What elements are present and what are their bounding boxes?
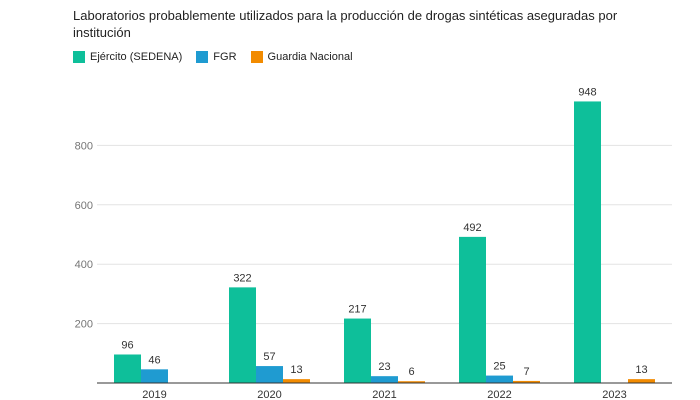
x-tick-label-2020: 2020 <box>257 389 281 400</box>
bar-fgr-2020 <box>256 366 283 383</box>
data-label-guardia-nacional-2021: 6 <box>408 366 414 378</box>
legend-swatch-fgr <box>196 51 209 63</box>
bar-guardia-nacional-2021 <box>398 381 425 383</box>
bar-fgr-2021 <box>371 376 398 383</box>
data-label-fgr-2021: 23 <box>378 361 390 373</box>
legend-label-sedena: Ejército (SEDENA) <box>90 51 183 63</box>
data-label-ej-rcito-sedena-2021: 217 <box>348 304 366 316</box>
data-label-guardia-nacional-2022: 7 <box>523 366 529 378</box>
y-tick-label-800: 800 <box>75 140 93 152</box>
legend-label-fgr: FGR <box>213 51 237 63</box>
legend-swatch-guardia-nacional <box>250 51 263 63</box>
legend-item-fgr: FGR <box>196 51 237 63</box>
bar-ej-rcito-sedena-2022 <box>459 236 486 383</box>
bar-guardia-nacional-2023 <box>628 379 655 383</box>
y-tick-label-600: 600 <box>75 200 93 212</box>
x-tick-label-2023: 2023 <box>602 389 626 400</box>
legend: Ejército (SEDENA) FGR Guardia Nacional <box>73 50 367 64</box>
data-label-fgr-2022: 25 <box>493 361 505 373</box>
data-label-fgr-2020: 57 <box>263 351 275 363</box>
legend-label-guardia-nacional: Guardia Nacional <box>267 51 353 63</box>
x-tick-label-2022: 2022 <box>487 389 511 400</box>
bar-fgr-2022 <box>486 375 513 383</box>
legend-swatch-sedena <box>73 51 85 63</box>
y-tick-label-400: 400 <box>75 259 93 271</box>
data-label-fgr-2019: 46 <box>148 354 160 366</box>
bar-ej-rcito-sedena-2020 <box>229 287 256 383</box>
bar-fgr-2019 <box>141 369 168 383</box>
data-label-guardia-nacional-2020: 13 <box>290 364 302 376</box>
y-tick-label-200: 200 <box>75 319 93 331</box>
bar-ej-rcito-sedena-2019 <box>114 354 141 383</box>
bar-ej-rcito-sedena-2021 <box>344 318 371 383</box>
data-label-ej-rcito-sedena-2020: 322 <box>233 272 251 284</box>
legend-item-sedena: Ejército (SEDENA) <box>73 51 182 63</box>
data-label-ej-rcito-sedena-2023: 948 <box>578 86 596 98</box>
chart-title: Laboratorios probablemente utilizados pa… <box>73 8 618 40</box>
x-tick-label-2019: 2019 <box>142 389 166 400</box>
bar-ej-rcito-sedena-2023 <box>574 101 601 383</box>
x-tick-label-2021: 2021 <box>372 389 396 400</box>
bar-guardia-nacional-2020 <box>283 379 310 383</box>
data-label-ej-rcito-sedena-2022: 492 <box>463 222 481 234</box>
bar-guardia-nacional-2022 <box>513 380 540 383</box>
data-label-guardia-nacional-2023: 13 <box>635 364 647 376</box>
data-label-ej-rcito-sedena-2019: 96 <box>121 339 133 351</box>
legend-item-guardia-nacional: Guardia Nacional <box>250 51 353 63</box>
